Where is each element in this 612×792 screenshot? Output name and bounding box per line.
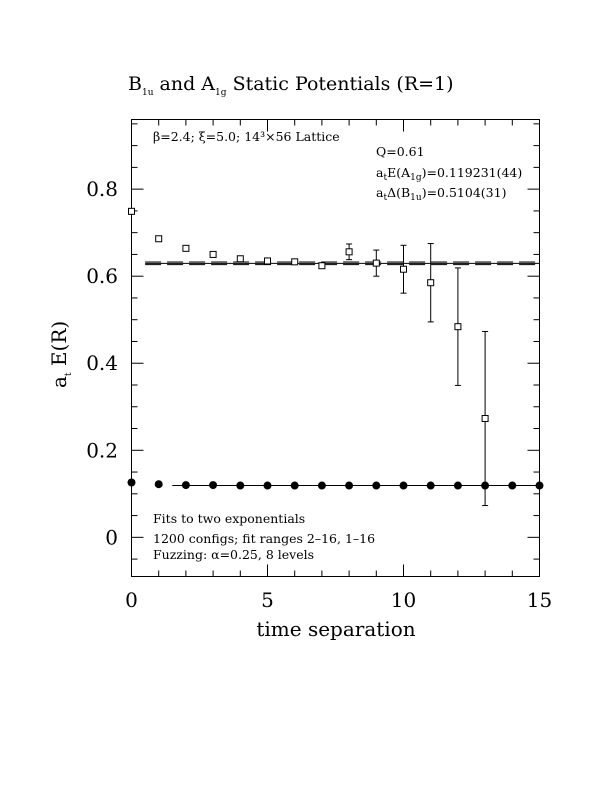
b1u-data-point: [236, 255, 244, 263]
gap-annotation: atΔ(B1u)=0.5104(31): [376, 185, 506, 203]
y-tick-label: 0: [105, 525, 118, 549]
a1g-data-point: [453, 481, 462, 490]
a1g-data-point: [399, 481, 408, 490]
b1u-data-point: [372, 259, 380, 267]
b1u-data-point: [155, 235, 163, 243]
lattice-annotation: β=2.4; ξ=5.0; 14³×56 Lattice: [153, 129, 340, 144]
y-tick-label: 0.6: [86, 264, 118, 288]
energy-annotation: atE(A1g)=0.119231(44): [376, 165, 522, 183]
a1g-data-point: [535, 481, 544, 490]
a1g-data-point: [345, 481, 354, 490]
a1g-data-point: [508, 481, 517, 490]
b1u-data-point: [264, 257, 271, 265]
a1g-data-point: [209, 481, 218, 490]
x-axis-label: time separation: [256, 617, 415, 641]
b1u-data-point: [481, 415, 489, 423]
a1g-data-point: [426, 481, 435, 490]
x-tick-label: 5: [261, 588, 274, 612]
y-tick-label: 0.4: [86, 351, 118, 375]
b1u-data-point: [291, 258, 299, 266]
b1u-data-point: [182, 244, 190, 252]
fits-annotation: Fits to two exponentials: [153, 511, 305, 526]
a1g-data-point: [154, 480, 163, 489]
configs-annotation: 1200 configs; fit ranges 2–16, 1–16: [153, 531, 375, 546]
b1u-data-point: [209, 250, 217, 258]
a1g-data-point: [317, 481, 326, 490]
a1g-data-point: [181, 481, 190, 490]
x-tick-label: 10: [391, 588, 416, 612]
b1u-data-point: [454, 323, 462, 331]
data-marks: [127, 207, 544, 507]
chart-title: B1u and A1g Static Potentials (R=1): [128, 73, 454, 98]
y-tick-label: 0.8: [86, 177, 118, 201]
b1u-data-point: [427, 279, 435, 287]
b1u-data-point: [318, 262, 326, 270]
a1g-data-point: [290, 481, 299, 490]
fuzzing-annotation: Fuzzing: α=0.25, 8 levels: [153, 547, 314, 562]
fit-lines: [145, 261, 540, 486]
a1g-data-point: [481, 481, 490, 490]
a1g-data-point: [236, 481, 245, 490]
a1g-data-point: [263, 481, 272, 490]
axis-ticks: [131, 119, 540, 577]
a1g-data-point: [372, 481, 381, 490]
y-tick-label: 0.2: [86, 438, 118, 462]
x-tick-label: 0: [125, 588, 138, 612]
x-tick-label: 15: [527, 588, 552, 612]
y-axis-label: at E(R): [47, 321, 74, 388]
q-annotation: Q=0.61: [376, 144, 425, 159]
b1u-data-point: [128, 207, 135, 215]
b1u-data-point: [400, 265, 407, 273]
tick-labels: 0 5 10 15 0 0.2 0.4 0.6 0.8: [86, 177, 552, 612]
b1u-data-point: [345, 248, 353, 256]
plot-frame: [131, 119, 540, 577]
a1g-data-point: [127, 478, 136, 487]
